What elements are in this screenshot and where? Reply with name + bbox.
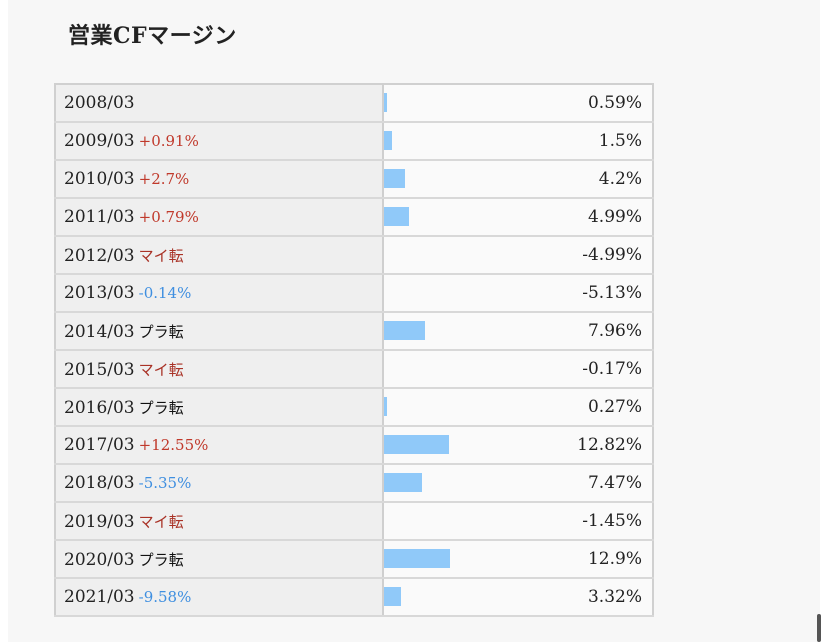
change-label: マイ転 [138,246,184,265]
bar-cell [383,312,532,351]
bar-mark [384,549,450,568]
period-label: 2009/03 [64,131,135,151]
period-label: 2015/03 [64,359,135,380]
value-label: 12.9% [532,540,653,579]
bar-mark [384,473,422,492]
period-label-cell: 2018/03 -5.35% [55,464,384,503]
bar-mark [384,169,405,188]
scrollbar-thumb[interactable] [817,614,821,642]
period-label: 2019/03 [64,511,135,532]
change-label: プラ転 [138,322,184,341]
value-label: 1.5% [532,122,653,161]
bar-mark [384,93,387,112]
change-label: +2.7% [138,170,190,188]
bar-cell [383,350,532,389]
value-label: 0.59% [532,84,653,123]
period-label: 2011/03 [64,207,135,227]
bar-cell [383,122,532,161]
value-label: 3.32% [532,578,653,617]
period-label-cell: 2014/03 プラ転 [55,312,384,351]
period-label: 2012/03 [64,245,135,266]
period-label-cell: 2020/03 プラ転 [55,540,384,579]
bar-cell [383,236,532,275]
table-row: 2011/03 +0.79% 4.99% [55,198,653,237]
change-label: プラ転 [138,550,184,569]
bar-mark [384,397,387,416]
period-label: 2020/03 [64,549,135,570]
period-label: 2018/03 [64,473,135,493]
bar-mark [384,131,392,150]
period-label-cell: 2012/03 マイ転 [55,236,384,275]
table-row: 2013/03 -0.14% -5.13% [55,274,653,313]
period-label: 2008/03 [64,93,135,113]
table-row: 2010/03 +2.7% 4.2% [55,160,653,199]
value-label: 4.99% [532,198,653,237]
bar-cell [383,464,532,503]
table-row: 2008/03 0.59% [55,84,653,123]
period-label: 2016/03 [64,397,135,418]
table-row: 2009/03 +0.91% 1.5% [55,122,653,161]
table-row: 2019/03 マイ転 -1.45% [55,502,653,541]
change-label: マイ転 [138,360,184,379]
period-label: 2014/03 [64,321,135,342]
cf-margin-table: 2008/03 0.59% 2009/03 +0.91% 1.5% 2010/03 +2.7… [54,83,654,617]
change-label: -5.35% [138,474,192,492]
value-label: 12.82% [532,426,653,465]
period-label-cell: 2019/03 マイ転 [55,502,384,541]
period-label: 2017/03 [64,435,135,455]
change-label: +0.91% [138,132,199,150]
value-label: -4.99% [532,236,653,275]
period-label-cell: 2010/03 +2.7% [55,160,384,199]
period-label: 2010/03 [64,169,135,189]
change-label: +0.79% [138,208,199,226]
change-label: -0.14% [138,284,192,302]
table-row: 2020/03 プラ転 12.9% [55,540,653,579]
value-label: 4.2% [532,160,653,199]
period-label-cell: 2011/03 +0.79% [55,198,384,237]
change-label: -9.58% [138,588,192,606]
table-row: 2018/03 -5.35% 7.47% [55,464,653,503]
period-label-cell: 2008/03 [55,84,384,123]
period-label-cell: 2009/03 +0.91% [55,122,384,161]
period-label-cell: 2016/03 プラ転 [55,388,384,427]
period-label: 2013/03 [64,283,135,303]
page-title: 営業CFマージン [68,23,237,49]
bar-cell [383,426,532,465]
table-row: 2016/03 プラ転 0.27% [55,388,653,427]
period-label-cell: 2017/03 +12.55% [55,426,384,465]
value-label: -1.45% [532,502,653,541]
period-label-cell: 2021/03 -9.58% [55,578,384,617]
change-label: プラ転 [138,398,184,417]
value-label: -5.13% [532,274,653,313]
table-row: 2012/03 マイ転 -4.99% [55,236,653,275]
bar-cell [383,160,532,199]
bar-mark [384,321,425,340]
bar-cell [383,274,532,313]
bar-cell [383,84,532,123]
value-label: 7.47% [532,464,653,503]
period-label-cell: 2015/03 マイ転 [55,350,384,389]
bar-cell [383,388,532,427]
content-panel: 営業CFマージン 2008/03 0.59% 2009/03 +0.91% 1.5% 20… [8,0,820,642]
table-row: 2021/03 -9.58% 3.32% [55,578,653,617]
period-label-cell: 2013/03 -0.14% [55,274,384,313]
bar-cell [383,578,532,617]
value-label: 0.27% [532,388,653,427]
bar-mark [384,207,409,226]
change-label: +12.55% [138,436,209,454]
table-row: 2015/03 マイ転 -0.17% [55,350,653,389]
change-label: マイ転 [138,512,184,531]
bar-mark [384,435,449,454]
bar-cell [383,502,532,541]
table-row: 2017/03 +12.55% 12.82% [55,426,653,465]
bar-cell [383,540,532,579]
bar-mark [384,587,401,606]
table-row: 2014/03 プラ転 7.96% [55,312,653,351]
period-label: 2021/03 [64,587,135,607]
value-label: 7.96% [532,312,653,351]
bar-cell [383,198,532,237]
value-label: -0.17% [532,350,653,389]
